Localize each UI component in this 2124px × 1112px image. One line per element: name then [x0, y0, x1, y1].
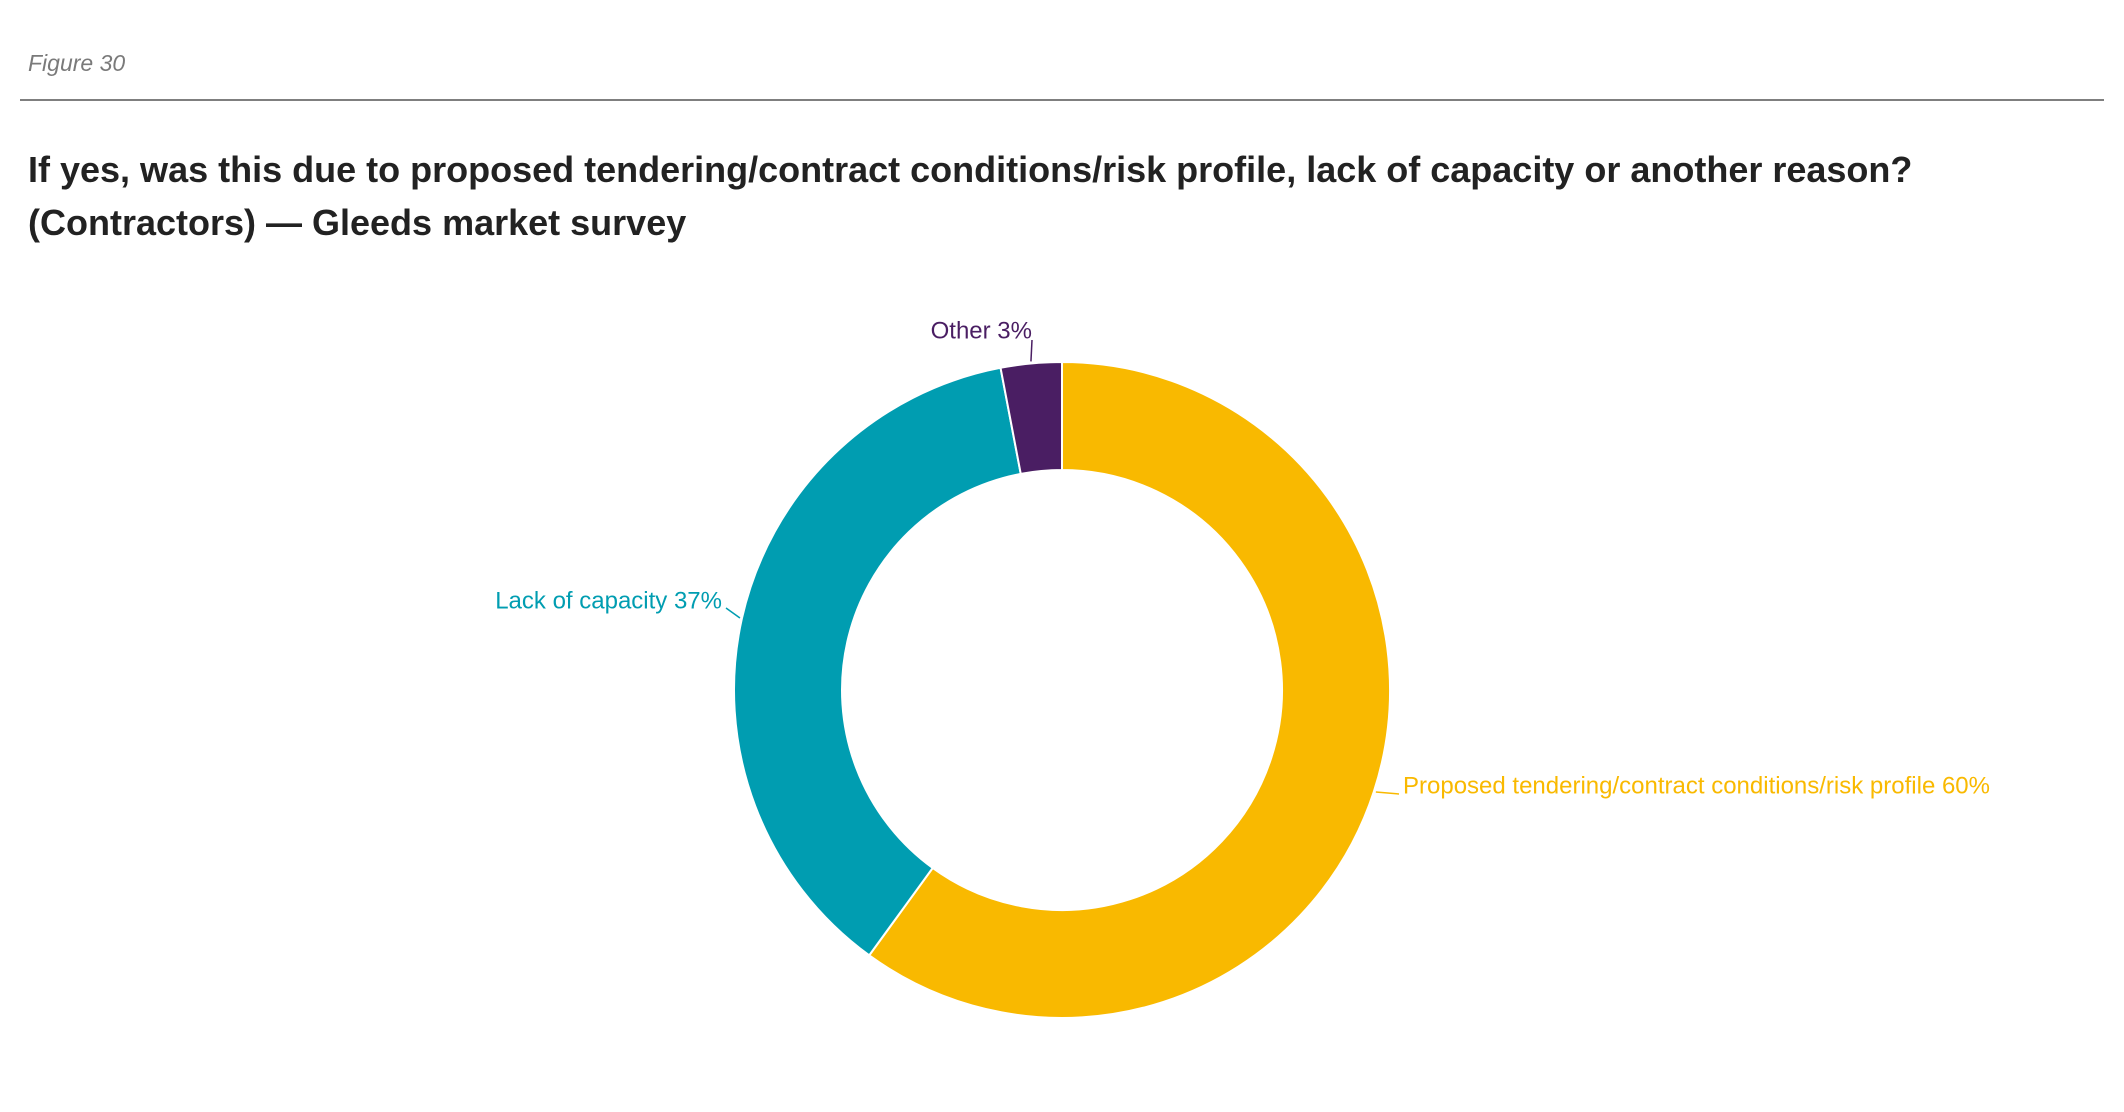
- slice-label: Proposed tendering/contract conditions/r…: [1403, 772, 1990, 799]
- figure-number: Figure 30: [28, 50, 126, 76]
- label-leaders: [725, 339, 1400, 795]
- slice-labels: Proposed tendering/contract conditions/r…: [495, 317, 1990, 799]
- chart-title: If yes, was this due to proposed tenderi…: [28, 149, 1913, 243]
- slice-label: Other 3%: [931, 317, 1032, 344]
- slice-lack-of-capacity: [733, 366, 1022, 957]
- leader-line: [1375, 791, 1400, 795]
- leader-line: [725, 607, 741, 619]
- divider-rule: [20, 99, 2104, 101]
- slice-proposed-tendering-contract-conditions-risk-profile: [867, 360, 1391, 1019]
- slice-other: [999, 360, 1063, 476]
- donut-slices: [733, 360, 1391, 1019]
- slice-label: Lack of capacity 37%: [495, 587, 722, 614]
- leader-line: [1030, 339, 1033, 362]
